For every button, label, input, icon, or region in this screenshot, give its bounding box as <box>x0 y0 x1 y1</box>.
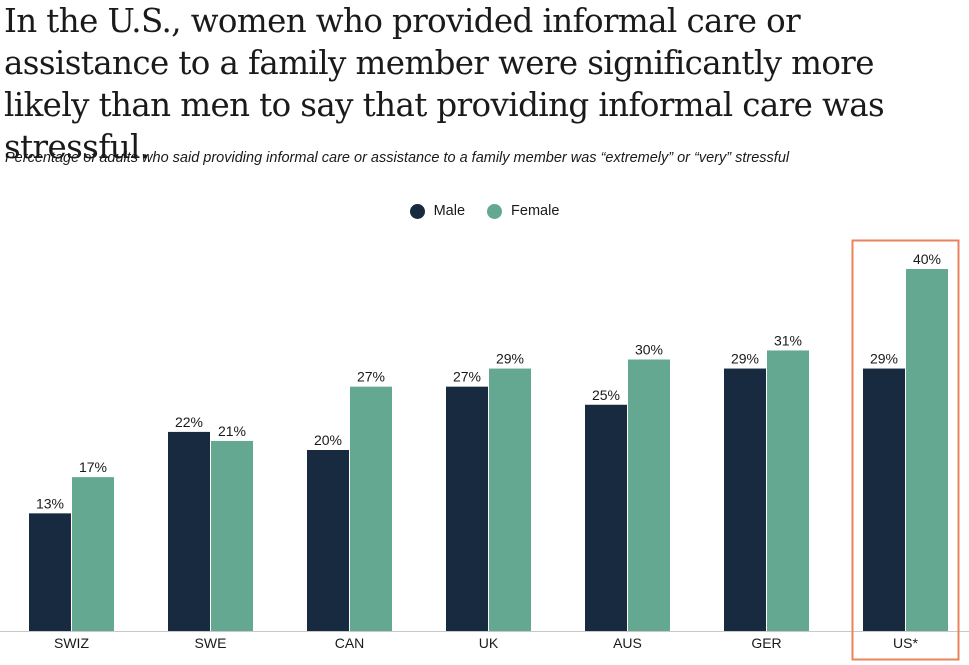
x-tick-label-ger: GER <box>751 635 781 651</box>
legend-swatch-female <box>487 203 503 219</box>
data-label-can-male: 20% <box>314 432 342 448</box>
legend-item-female: Female <box>487 203 559 219</box>
data-label-uk-male: 27% <box>453 369 481 385</box>
data-label-swiz-female: 17% <box>79 459 107 475</box>
legend-swatch-male <box>409 203 425 219</box>
bar-swe-female <box>211 440 253 631</box>
legend-item-male: Male <box>409 203 466 219</box>
legend-label-female: Female <box>511 203 560 219</box>
bar-uk-female <box>489 368 531 631</box>
chart-legend: Male Female <box>0 203 969 219</box>
data-label-swe-female: 21% <box>218 423 246 439</box>
data-label-aus-male: 25% <box>592 387 620 403</box>
data-label-ger-male: 29% <box>731 351 759 367</box>
data-label-swe-male: 22% <box>175 414 203 430</box>
bar-ger-male <box>724 368 766 631</box>
bar-ger-female <box>767 350 809 631</box>
data-label-ger-female: 31% <box>774 332 802 348</box>
data-label-uk-female: 29% <box>496 351 524 367</box>
data-label-aus-female: 30% <box>635 342 663 358</box>
data-label-us-female: 40% <box>913 251 941 267</box>
bar-us-male <box>863 368 905 631</box>
x-tick-label-us: US* <box>893 635 918 651</box>
legend-label-male: Male <box>433 203 466 219</box>
bar-aus-male <box>585 404 627 631</box>
data-label-swiz-male: 13% <box>36 495 64 511</box>
bar-swe-male <box>168 431 210 631</box>
x-tick-label-swiz: SWIZ <box>54 635 89 651</box>
x-tick-label-swe: SWE <box>195 635 227 651</box>
data-label-can-female: 27% <box>357 369 385 385</box>
bar-us-female <box>906 269 948 631</box>
x-tick-label-can: CAN <box>335 635 365 651</box>
bar-swiz-male <box>29 513 71 631</box>
bar-can-female <box>350 386 392 631</box>
highlight-box-us <box>851 239 960 661</box>
bar-aus-female <box>628 359 670 631</box>
bar-swiz-female <box>72 477 114 631</box>
x-tick-label-aus: AUS <box>613 635 642 651</box>
x-tick-label-uk: UK <box>479 635 499 651</box>
bar-uk-male <box>446 386 488 631</box>
chart-subtitle: Percentage of adults who said providing … <box>5 150 790 166</box>
data-label-us-male: 29% <box>870 351 898 367</box>
bar-can-male <box>307 450 349 631</box>
chart-title: In the U.S., women who provided informal… <box>4 2 885 166</box>
